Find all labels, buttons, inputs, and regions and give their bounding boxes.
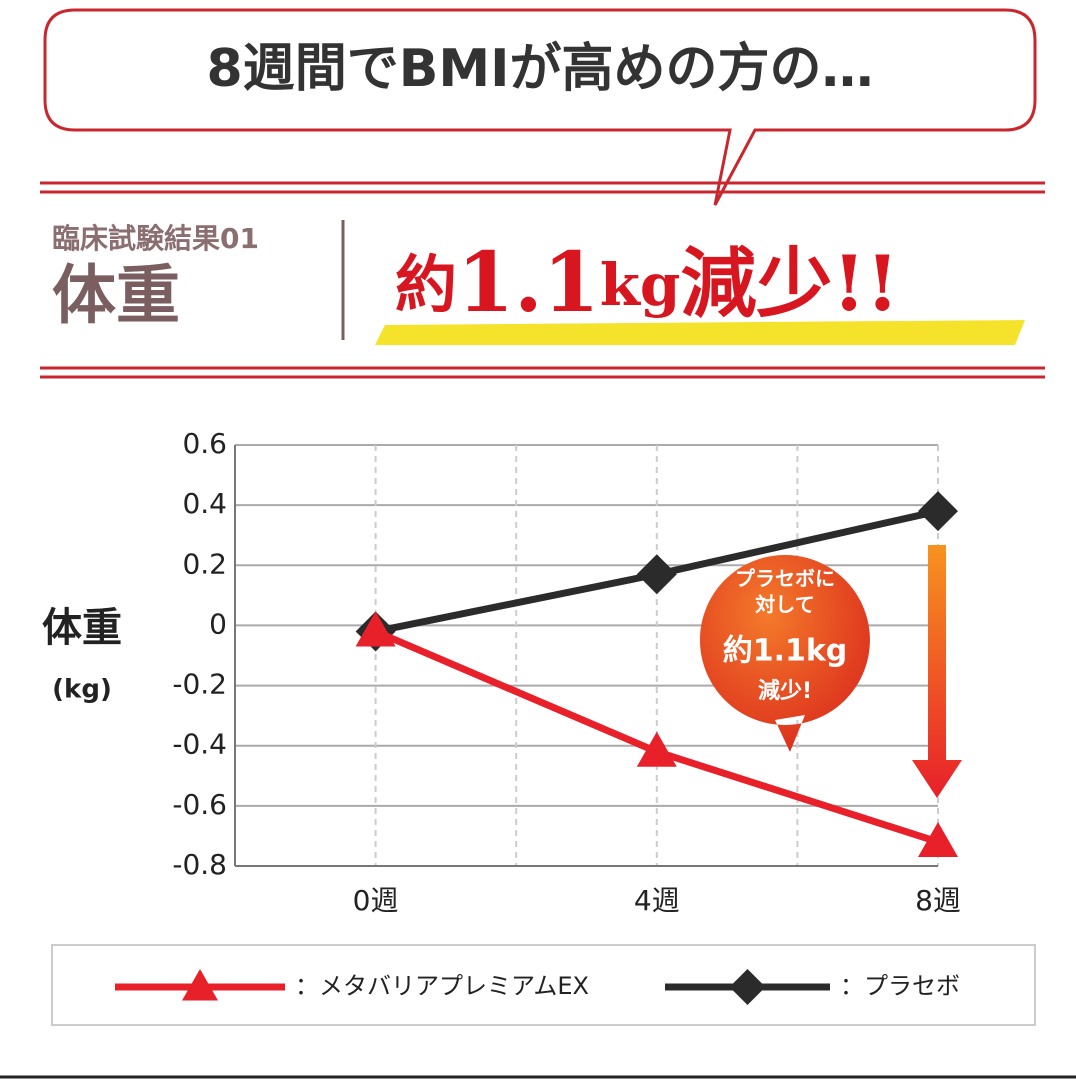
x-tick-label: 4週 bbox=[634, 884, 680, 917]
y-tick-label: 0.6 bbox=[182, 427, 227, 460]
x-tick-label: 0週 bbox=[353, 884, 399, 917]
bubble-text: 8週間でBMIが高めの方の… bbox=[207, 39, 874, 99]
marker-triangle bbox=[182, 969, 218, 1001]
callout-text: 対して bbox=[754, 593, 814, 617]
y-tick-label: 0 bbox=[209, 607, 227, 640]
arrow bbox=[912, 545, 962, 798]
y-axis-label: 体重 bbox=[42, 605, 122, 651]
y-tick-label: 0.4 bbox=[182, 487, 227, 520]
marker-diamond bbox=[729, 969, 766, 1005]
rules bbox=[40, 181, 1045, 379]
marker-triangle bbox=[355, 611, 396, 647]
section-label: 臨床試験結果01 bbox=[52, 222, 259, 255]
callout-text: 減少! bbox=[758, 679, 812, 704]
y-axis-label: (kg) bbox=[52, 675, 112, 705]
y-tick-label: -0.4 bbox=[172, 728, 227, 761]
highlight bbox=[375, 320, 1025, 345]
legend-label: ：メタバリアプレミアムEX bbox=[295, 972, 589, 1000]
headline: 約1.1kg減少!! bbox=[395, 235, 899, 331]
x-tick-label: 8週 bbox=[915, 884, 961, 917]
callout-bubble bbox=[699, 555, 870, 752]
speech-bubble bbox=[43, 8, 1037, 206]
legend-label: ：プラセボ bbox=[840, 972, 960, 1000]
marker-triangle bbox=[636, 731, 677, 767]
marker-triangle bbox=[918, 821, 958, 857]
marker-diamond bbox=[918, 491, 958, 532]
section-subject: 体重 bbox=[52, 260, 180, 334]
y-tick-label: -0.6 bbox=[172, 788, 227, 821]
marker-diamond bbox=[636, 554, 677, 595]
callout-text: プラセボに bbox=[735, 567, 835, 591]
callout-text: 約1.1kg bbox=[723, 634, 848, 669]
y-tick-label: -0.8 bbox=[172, 848, 227, 881]
y-tick-label: -0.2 bbox=[172, 668, 227, 701]
y-tick-label: 0.2 bbox=[182, 547, 227, 580]
